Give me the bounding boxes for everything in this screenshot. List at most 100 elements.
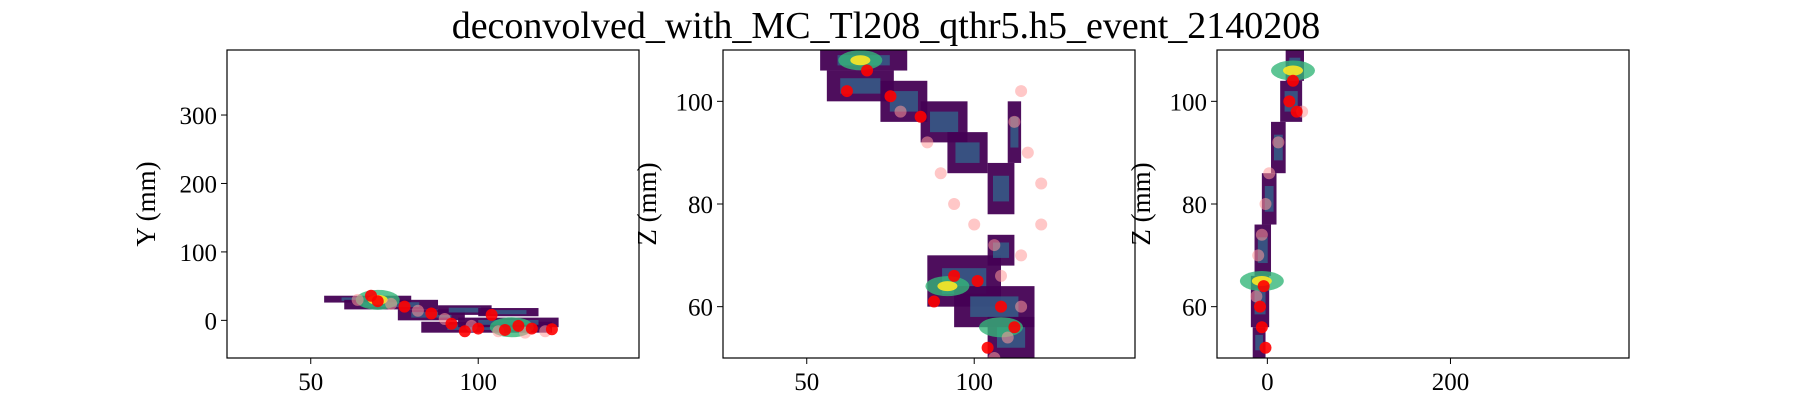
mc-hit-faint [1008, 115, 1021, 128]
mc-hit [425, 307, 438, 320]
mc-hit-faint [988, 239, 1001, 252]
track-segment-core [490, 310, 527, 315]
y-tick-label: 80 [688, 192, 713, 219]
mc-hit [928, 295, 941, 308]
mc-hit-faint [1015, 249, 1028, 262]
mc-hit [472, 322, 485, 335]
mc-hit-faint [385, 297, 398, 310]
mc-hit [1255, 321, 1268, 334]
mc-hit [971, 275, 984, 287]
mc-hit-faint [1001, 331, 1014, 344]
x-tick-label: 50 [298, 369, 323, 396]
y-tick-label: 100 [1170, 89, 1208, 116]
track-segment-core [955, 142, 980, 163]
mc-hit-faint [351, 293, 364, 306]
y-tick-label: 60 [1182, 295, 1207, 322]
track-heatmap [1239, 50, 1315, 358]
mc-hit-faint [1255, 228, 1268, 241]
axis-ticks: 50 100 0 100 200 300 [180, 103, 497, 396]
mc-hit [445, 317, 458, 330]
y-tick-label: 100 [676, 89, 714, 116]
mc-hit [884, 90, 897, 103]
track-segment-core [448, 307, 481, 313]
y-tick-label: 80 [1182, 192, 1207, 219]
mc-hit [1286, 74, 1299, 87]
x-tick-label: 100 [459, 369, 497, 396]
mc-hit-faint [1035, 218, 1048, 231]
z-axis-label: Z (mm) [632, 162, 662, 245]
subplot-xy: 50 100 0 100 200 300 Y (mm) [131, 49, 640, 396]
track-segment-core [970, 296, 1019, 317]
mc-hit [1254, 300, 1267, 313]
axes-frame [1216, 49, 1630, 359]
mc-hit-faint [1021, 146, 1034, 159]
x-tick-label: 100 [955, 369, 993, 396]
mc-hit [398, 300, 411, 313]
mc-hit [1257, 280, 1270, 293]
mc-hit [840, 85, 853, 98]
mc-hit-faint [934, 167, 947, 180]
track-segment-core [447, 324, 526, 330]
mc-hit-faint [968, 218, 981, 231]
y-axis-label: Y (mm) [131, 161, 161, 246]
mc-hit [914, 110, 927, 123]
y-tick-label: 200 [180, 171, 218, 198]
mc-hit [545, 323, 558, 336]
track-segment-core [1264, 186, 1274, 212]
track-segment-core [889, 91, 918, 112]
subplot-yz: 0 200 60 80 100 Z (mm) [1126, 49, 1630, 396]
track-heatmap [324, 289, 559, 339]
mc-hit-faint [921, 136, 934, 149]
mc-hit-faint [1250, 290, 1263, 303]
mc-hit [995, 300, 1008, 313]
axes-frame [722, 49, 1136, 359]
mc-hit [1283, 95, 1296, 108]
track-segment-core [1010, 116, 1019, 148]
mc-hit [861, 64, 874, 77]
subplot-xz: 50 100 60 80 100 Z (mm) [632, 49, 1136, 396]
figure-title: deconvolved_with_MC_Tl208_qthr5.h5_event… [452, 5, 1321, 47]
x-tick-label: 50 [794, 369, 819, 396]
y-tick-label: 100 [180, 240, 218, 267]
mc-hit-faint [1015, 300, 1028, 313]
mc-hit [1259, 341, 1272, 354]
x-tick-label: 0 [1261, 369, 1274, 396]
y-tick-label: 0 [205, 308, 218, 335]
y-tick-label: 60 [688, 295, 713, 322]
hot-spot-peak [1282, 65, 1303, 76]
z-axis-label: Z (mm) [1126, 162, 1156, 245]
mc-hit [458, 325, 471, 338]
axes-frame [226, 49, 640, 359]
axis-ticks: 50 100 60 80 100 [676, 89, 993, 396]
mc-hit-faint [894, 105, 907, 118]
hot-spot-peak [850, 55, 871, 66]
mc-hit [525, 322, 538, 335]
mc-hit [512, 319, 525, 332]
mc-hit-faint [1035, 177, 1048, 190]
mc-hit-faint [1263, 167, 1276, 180]
track-segment-core [1255, 334, 1263, 351]
mc-hit [981, 341, 994, 354]
mc-hit [948, 269, 961, 282]
mc-hit-faint [1259, 198, 1272, 210]
mc-hit [1290, 105, 1303, 118]
hot-spot-peak [937, 281, 958, 292]
track-heatmap [820, 50, 1048, 358]
track-segment-core [930, 111, 959, 133]
mc-hit [485, 308, 498, 321]
mc-hit-faint [1015, 85, 1028, 98]
mc-hit-faint [1252, 249, 1265, 262]
mc-hit [371, 295, 384, 308]
mc-hit-faint [995, 269, 1008, 282]
x-tick-label: 200 [1432, 369, 1470, 396]
track-segment-core [992, 175, 1010, 202]
mc-hit [499, 323, 512, 336]
track-segment-core [1257, 237, 1268, 264]
axis-ticks: 0 200 60 80 100 [1170, 89, 1470, 396]
mc-hit-faint [948, 198, 961, 210]
mc-hit-faint [1272, 136, 1285, 149]
y-tick-label: 300 [180, 103, 218, 130]
mc-hit-faint [988, 352, 1001, 358]
mc-hit [1008, 321, 1021, 334]
